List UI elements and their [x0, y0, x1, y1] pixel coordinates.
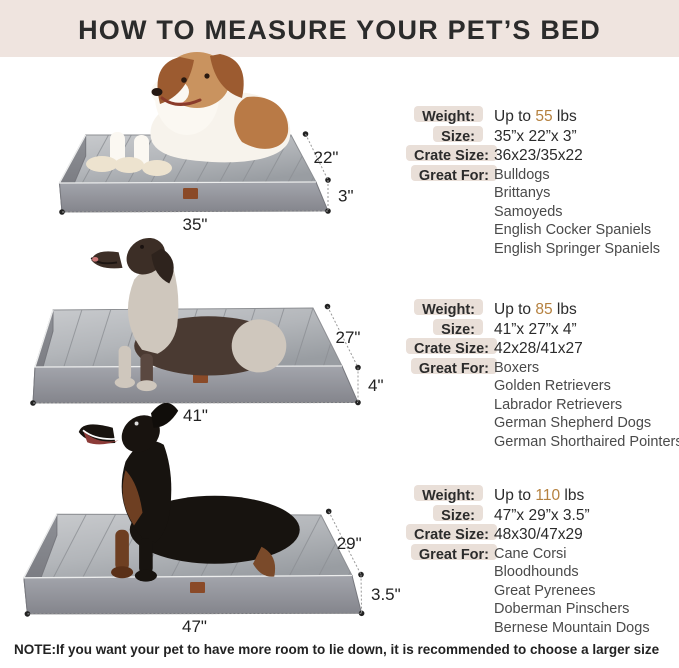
svg-text:27": 27" [336, 328, 361, 347]
svg-text:29": 29" [337, 534, 362, 553]
svg-text:47": 47" [182, 617, 207, 636]
svg-text:41": 41" [183, 406, 208, 425]
svg-text:22": 22" [314, 148, 339, 167]
svg-text:3": 3" [338, 187, 354, 206]
svg-text:4": 4" [368, 376, 384, 395]
svg-text:35": 35" [183, 215, 208, 234]
svg-text:3.5": 3.5" [371, 585, 401, 604]
